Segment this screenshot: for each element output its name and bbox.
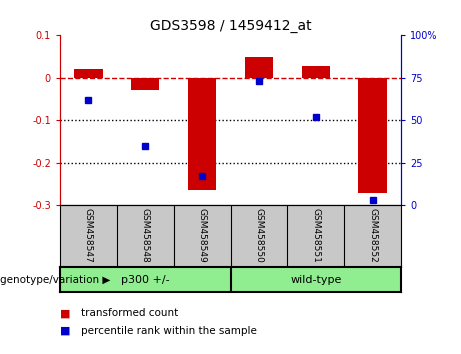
Text: GSM458552: GSM458552 <box>368 209 377 263</box>
Text: GSM458549: GSM458549 <box>198 209 207 263</box>
Text: GSM458551: GSM458551 <box>311 209 320 263</box>
Text: transformed count: transformed count <box>81 308 178 318</box>
Text: p300 +/-: p300 +/- <box>121 275 170 285</box>
Title: GDS3598 / 1459412_at: GDS3598 / 1459412_at <box>150 19 311 33</box>
Text: ■: ■ <box>60 308 71 318</box>
Bar <box>188 78 216 190</box>
Bar <box>245 57 273 78</box>
Text: wild-type: wild-type <box>290 275 342 285</box>
Bar <box>131 78 160 90</box>
Bar <box>74 69 102 78</box>
Text: percentile rank within the sample: percentile rank within the sample <box>81 326 257 336</box>
Text: GSM458547: GSM458547 <box>84 209 93 263</box>
Text: ■: ■ <box>60 326 71 336</box>
Text: GSM458548: GSM458548 <box>141 209 150 263</box>
Text: genotype/variation ▶: genotype/variation ▶ <box>0 275 111 285</box>
Text: GSM458550: GSM458550 <box>254 209 263 263</box>
Bar <box>301 66 330 78</box>
Bar <box>358 78 387 193</box>
